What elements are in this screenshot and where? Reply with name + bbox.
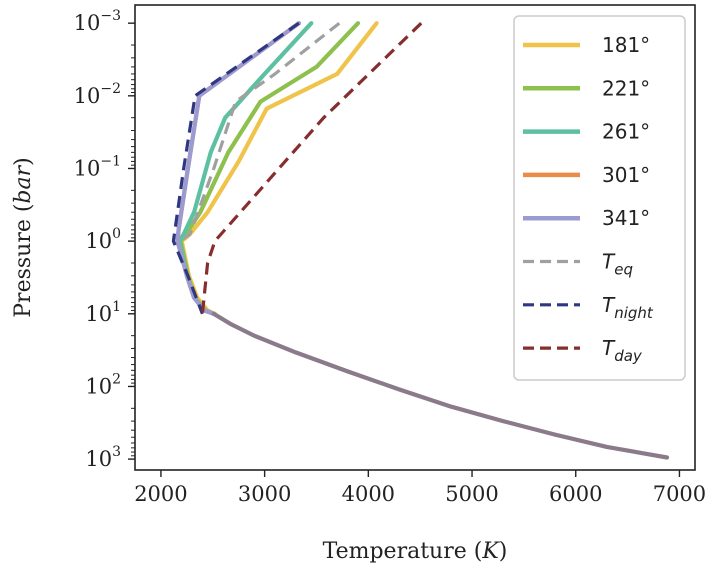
series-line — [179, 21, 379, 316]
y-axis: 10−3 10−2 10−1 100 101 102 103 — [74, 8, 135, 471]
x-tick-label: 4000 — [342, 482, 395, 506]
legend-item-label: 261° — [602, 120, 650, 144]
legend-item-label: Teq — [602, 250, 633, 279]
series-layer — [171, 21, 670, 460]
x-tick-label: 2000 — [134, 482, 187, 506]
series-line — [171, 21, 300, 315]
legend-item-label: 301° — [602, 163, 650, 187]
x-axis: 2000 3000 4000 5000 6000 7000 — [134, 470, 706, 506]
y-tick-label: 10−1 — [74, 153, 121, 180]
x-tick-label: 7000 — [653, 482, 706, 506]
y-axis-title: Pressure (bar) — [11, 157, 36, 318]
legend-item-label: Tnight — [602, 293, 654, 322]
y-tick-label: 101 — [85, 299, 121, 326]
series-line — [211, 311, 670, 460]
x-axis-title: Temperature (K) — [323, 539, 508, 564]
y-tick-label: 100 — [85, 226, 121, 253]
series-line — [177, 21, 314, 316]
y-tick-label: 102 — [85, 371, 121, 398]
y-tick-label: 10−3 — [74, 8, 121, 35]
y-tick-label: 103 — [85, 444, 121, 471]
legend-item-label: Tday — [602, 336, 643, 365]
x-tick-label: 3000 — [238, 482, 291, 506]
x-tick-label: 5000 — [445, 482, 498, 506]
legend-item-label: 341° — [602, 206, 650, 230]
y-tick-label: 10−2 — [74, 81, 121, 108]
x-tick-label: 6000 — [549, 482, 602, 506]
legend-box — [513, 15, 686, 381]
legend-item-label: 181° — [602, 33, 650, 57]
legend: 181° 221° 261° 301° 341° Teq Tnight Tday — [513, 15, 686, 381]
legend-item-label: 221° — [602, 76, 650, 100]
series-line — [175, 21, 301, 316]
series-line — [179, 21, 341, 243]
